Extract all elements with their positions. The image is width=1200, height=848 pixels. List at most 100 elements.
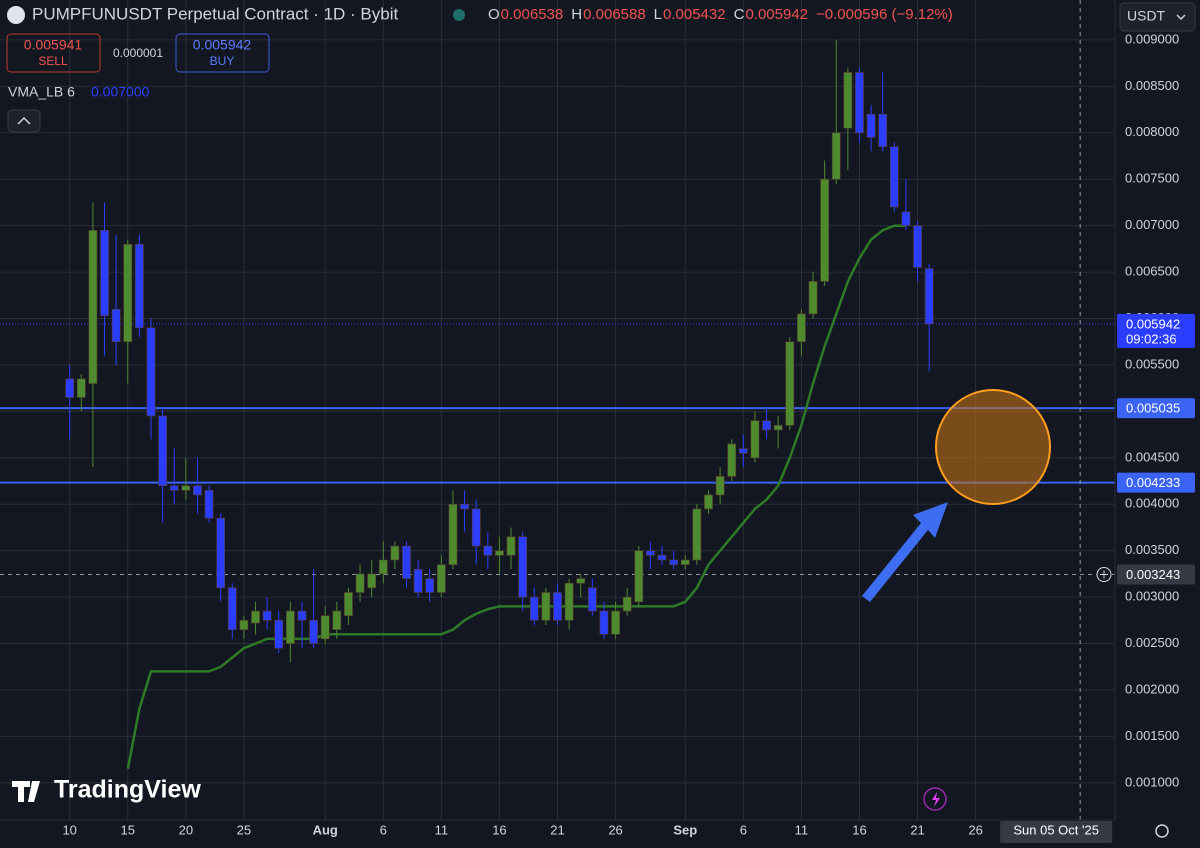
candle-body: [158, 415, 167, 486]
level-label-bg: [1117, 472, 1195, 493]
candle-body: [251, 610, 260, 624]
candle-body: [378, 559, 388, 575]
buy-label: BUY: [210, 54, 235, 68]
candle-body: [611, 610, 620, 635]
y-tick-label: 0.001500: [1125, 728, 1179, 743]
candle-body: [495, 550, 504, 556]
candle-body: [599, 610, 609, 635]
x-tick-label: Sep: [673, 822, 697, 837]
buy-button[interactable]: [175, 33, 270, 73]
candle-body: [878, 113, 888, 148]
candle-body: [773, 425, 783, 431]
ohlc-value: 0.005942: [745, 6, 808, 23]
candle-body: [274, 620, 284, 649]
y-tick-label: 0.007000: [1125, 217, 1179, 232]
vma-line: [126, 224, 906, 770]
candle-body: [413, 568, 423, 593]
candle-body: [390, 545, 400, 561]
brand-logo: [12, 781, 40, 802]
y-tick-label: 0.007500: [1125, 171, 1179, 186]
x-tick-label: 26: [968, 822, 982, 837]
candle-body: [797, 313, 806, 343]
status-dot: [453, 9, 465, 21]
candle-body: [785, 341, 795, 426]
candle-body: [750, 420, 760, 459]
event-icon[interactable]: [923, 787, 947, 811]
settings-icon[interactable]: [1155, 824, 1169, 838]
chart-title: PUMPFUNUSDT Perpetual Contract · 1D · By…: [32, 4, 399, 23]
candle-body: [123, 243, 133, 343]
brand: TradingView: [54, 776, 201, 804]
indicator-name: VMA_LB 6: [8, 84, 75, 100]
candle-body: [285, 610, 295, 644]
y-tick-label: 0.009000: [1125, 31, 1179, 46]
candle-body: [715, 476, 725, 496]
y-tick-label: 0.002000: [1125, 681, 1179, 696]
candle-body: [111, 308, 121, 343]
candle-body: [402, 545, 411, 579]
candle-body: [866, 113, 876, 138]
ohlc-key: O: [488, 6, 500, 23]
candle-body: [762, 420, 771, 431]
candle-body: [587, 587, 597, 612]
level-label: 0.005035: [1126, 401, 1180, 416]
y-tick-label: 0.006500: [1125, 264, 1179, 279]
candle-body: [460, 503, 469, 510]
candle-body: [901, 211, 911, 226]
sell-button[interactable]: [6, 33, 101, 73]
candle-body: [657, 555, 667, 561]
candle-body: [855, 72, 864, 134]
level-label: 0.004233: [1126, 475, 1180, 490]
candle-body: [553, 592, 562, 621]
candle-body: [704, 494, 713, 510]
candles: [65, 39, 934, 663]
candle-body: [100, 230, 109, 317]
candle-body: [239, 620, 249, 630]
candle-body: [913, 225, 922, 268]
crosshair-y-label: 0.003243: [1126, 567, 1180, 582]
candle-body: [76, 378, 86, 398]
y-tick-label: 0.003500: [1125, 542, 1179, 557]
candle-body: [193, 485, 202, 496]
spread: 0.000001: [113, 46, 163, 60]
sell-price: 0.005941: [24, 37, 83, 53]
candle-body: [367, 573, 377, 589]
x-tick-label: Aug: [313, 822, 338, 837]
candle-body: [646, 550, 655, 556]
candle-body: [924, 268, 934, 325]
crosshair-x-label: Sun 05 Oct '25: [1013, 822, 1099, 837]
candle-body: [204, 490, 214, 519]
candle-body: [622, 596, 632, 612]
y-tick-label: 0.004000: [1125, 496, 1179, 511]
y-tick-label: 0.005500: [1125, 356, 1179, 371]
x-tick-label: 16: [852, 822, 866, 837]
indicator-value: 0.007000: [91, 84, 150, 100]
y-tick-label: 0.002500: [1125, 635, 1179, 650]
candle-body: [425, 578, 435, 593]
x-tick-label: 16: [492, 822, 506, 837]
x-tick-label: 26: [608, 822, 622, 837]
candle-body: [344, 592, 353, 616]
time-axis: [0, 820, 1200, 848]
arrow: [862, 502, 948, 602]
x-tick-label: 21: [910, 822, 924, 837]
candle-body: [181, 485, 191, 491]
crosshair-y-bg: [1117, 564, 1195, 585]
currency-select[interactable]: [1119, 2, 1196, 32]
candle-body: [135, 243, 144, 329]
dropdown-icon: [1176, 14, 1186, 21]
ohlc-key: C: [734, 6, 745, 23]
candle-body: [227, 587, 237, 630]
candle-body: [738, 448, 748, 454]
candle-body: [843, 72, 853, 129]
event-bolt: [932, 792, 940, 807]
candle-body: [634, 550, 644, 603]
collapse-button[interactable]: [7, 109, 41, 133]
ohlc-key: L: [654, 6, 662, 23]
crosshair-plus-icon: [1100, 570, 1108, 579]
candle-body: [808, 281, 818, 315]
axes: 0.001000 0.001500 0.002000 0.002500 0.003000…: [62, 31, 1195, 843]
candle-body: [576, 578, 586, 584]
candle-body: [529, 596, 539, 621]
